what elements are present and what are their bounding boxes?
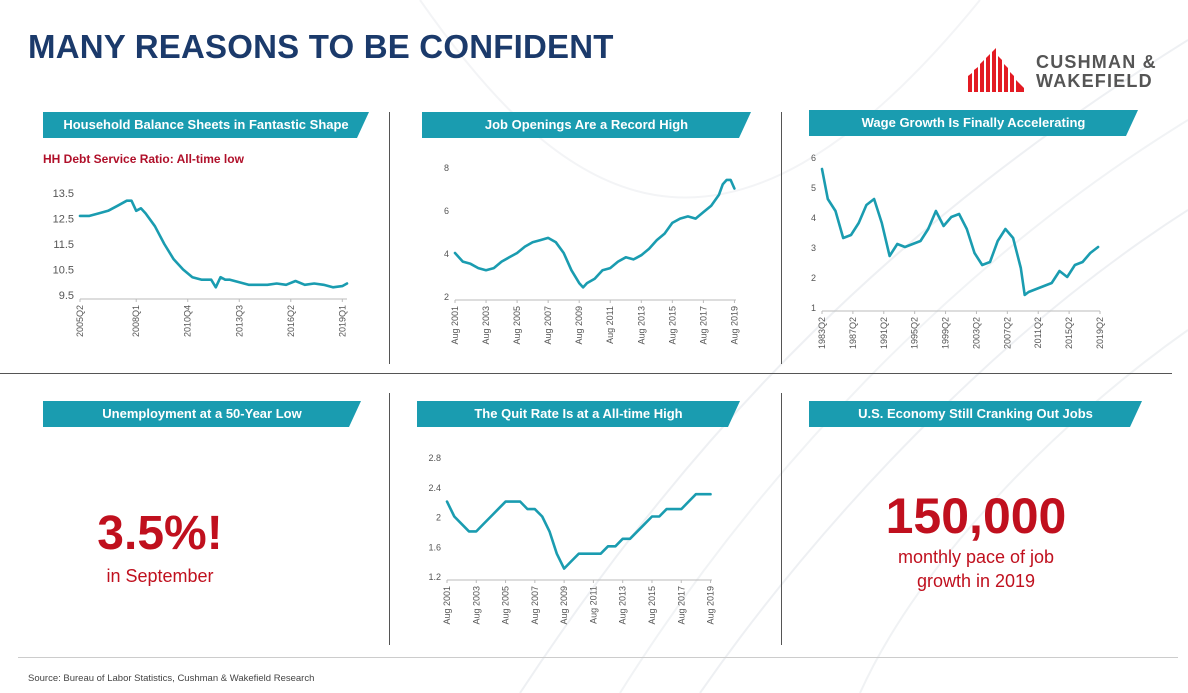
divider-horizontal <box>0 373 1172 374</box>
quit-xtick-label: Aug 2005 <box>501 586 511 625</box>
job_openings-xtick-label: Aug 2007 <box>543 306 553 345</box>
job_openings-xtick-label: Aug 2005 <box>512 306 522 345</box>
source-note: Source: Bureau of Labor Statistics, Cush… <box>28 673 315 684</box>
jobs-value: 150,000 <box>885 488 1067 544</box>
wage-xtick-label: 1983Q2 <box>817 317 827 349</box>
wage-xtick-label: 2011Q2 <box>1033 317 1043 348</box>
unemployment-caption: in September <box>106 566 214 586</box>
job_openings-xtick-label: Aug 2019 <box>729 306 739 345</box>
household-xtick-label: 2005Q2 <box>75 305 85 337</box>
job_openings-ytick-label: 2 <box>444 292 449 302</box>
building-bars-icon <box>968 48 1024 92</box>
quit-ytick-label: 1.2 <box>428 572 441 582</box>
divider-vertical <box>781 112 782 364</box>
job_openings-xtick-label: Aug 2011 <box>605 306 615 344</box>
job_openings-ytick-label: 4 <box>444 249 449 259</box>
wage-xtick-label: 1995Q2 <box>910 317 920 349</box>
wage-xtick-label: 2019Q2 <box>1095 317 1105 349</box>
divider-footer <box>18 657 1178 658</box>
job_openings-xtick-label: Aug 2015 <box>667 306 677 345</box>
job_openings-series-line <box>453 178 736 289</box>
unemployment-value: 3.5%! <box>97 507 223 560</box>
quit-xtick-label: Aug 2013 <box>618 586 628 625</box>
wage-ytick-label: 4 <box>811 213 816 223</box>
wage-series-line <box>820 167 1100 297</box>
logo-line2: WAKEFIELD <box>1036 71 1153 91</box>
wage-xtick-label: 2007Q2 <box>1002 317 1012 349</box>
job_openings-xtick-label: Aug 2017 <box>698 306 708 345</box>
job_openings-xtick-label: Aug 2009 <box>574 306 584 345</box>
wage-ytick-label: 3 <box>811 243 816 253</box>
banner-quit: The Quit Rate Is at a All-time High <box>417 401 740 427</box>
job_openings-ytick-label: 8 <box>444 163 449 173</box>
wage-ytick-label: 6 <box>811 153 816 163</box>
quit-xtick-label: Aug 2017 <box>676 586 686 625</box>
divider-vertical <box>389 112 390 364</box>
quit-xtick-label: Aug 2007 <box>530 586 540 625</box>
wage-xtick-label: 1987Q2 <box>848 317 858 349</box>
banner-unemployment: Unemployment at a 50-Year Low <box>43 401 361 427</box>
household-xtick-label: 2008Q1 <box>131 305 141 337</box>
household-xtick-label: 2010Q4 <box>183 305 193 337</box>
job_openings-xtick-label: Aug 2013 <box>636 306 646 345</box>
jobs-caption-line1: monthly pace of job <box>897 547 1055 567</box>
banner-wage: Wage Growth Is Finally Accelerating <box>809 110 1138 136</box>
quit-xtick-label: Aug 2009 <box>559 586 569 625</box>
page-title: MANY REASONS TO BE CONFIDENT <box>28 28 614 65</box>
logo-line1: CUSHMAN & <box>1036 52 1157 72</box>
wage-ytick-label: 5 <box>811 183 816 193</box>
quit-xtick-label: Aug 2015 <box>647 586 657 625</box>
quit-ytick-label: 2.8 <box>428 453 441 463</box>
job_openings-xtick-label: Aug 2001 <box>450 306 460 345</box>
household-xtick-label: 2019Q1 <box>337 305 347 337</box>
quit-xtick-label: Aug 2011 <box>588 586 598 624</box>
household-ytick-label: 9.5 <box>59 290 74 302</box>
household-xtick-label: 2016Q2 <box>286 305 296 337</box>
banner-jobs: U.S. Economy Still Cranking Out Jobs <box>809 401 1142 427</box>
quit-xtick-label: Aug 2003 <box>471 586 481 625</box>
household-subtitle: HH Debt Service Ratio: All-time low <box>43 152 244 166</box>
wage-xtick-label: 2015Q2 <box>1064 317 1074 349</box>
quit-ytick-label: 2.4 <box>428 483 441 493</box>
quit-series-line <box>445 492 712 570</box>
job_openings-ytick-label: 6 <box>444 206 449 216</box>
wage-ytick-label: 1 <box>811 303 816 313</box>
quit-ytick-label: 1.6 <box>428 542 441 552</box>
household-series-line <box>78 199 349 289</box>
cushman-wakefield-logo <box>968 48 1024 92</box>
wage-xtick-label: 2003Q2 <box>971 317 981 349</box>
banner-household: Household Balance Sheets in Fantastic Sh… <box>43 112 369 138</box>
quit-xtick-label: Aug 2019 <box>706 586 716 625</box>
household-xtick-label: 2013Q3 <box>234 305 244 337</box>
household-ytick-label: 13.5 <box>53 188 74 200</box>
quit-ytick-label: 2 <box>436 513 441 523</box>
job_openings-xtick-label: Aug 2003 <box>481 306 491 345</box>
banner-job-openings: Job Openings Are a Record High <box>422 112 751 138</box>
wage-xtick-label: 1999Q2 <box>941 317 951 349</box>
wage-xtick-label: 1991Q2 <box>879 317 889 349</box>
household-ytick-label: 11.5 <box>53 239 74 251</box>
divider-vertical <box>781 393 782 645</box>
household-ytick-label: 12.5 <box>53 214 74 226</box>
jobs-caption-line2: growth in 2019 <box>916 571 1036 591</box>
wage-ytick-label: 2 <box>811 273 816 283</box>
quit-xtick-label: Aug 2001 <box>442 586 452 625</box>
household-ytick-label: 10.5 <box>53 265 74 277</box>
divider-vertical <box>389 393 390 645</box>
